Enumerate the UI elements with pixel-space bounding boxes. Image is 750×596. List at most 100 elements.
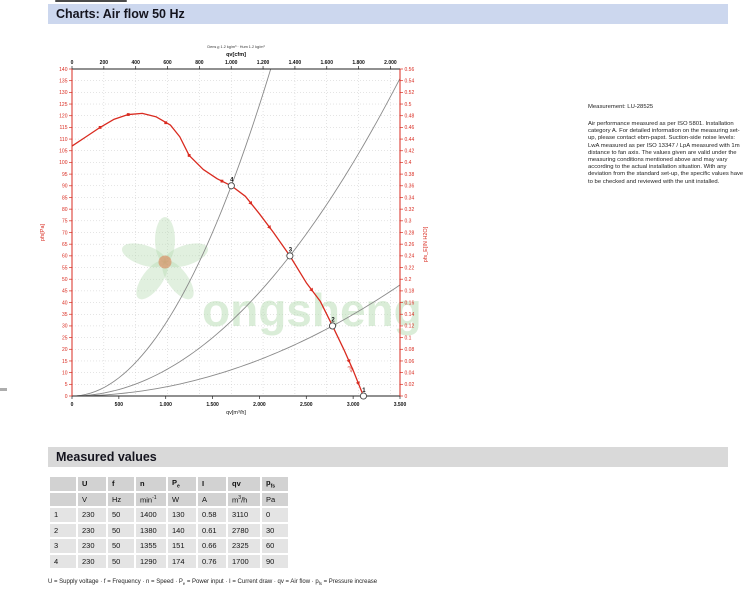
right-tick-label: 0 <box>405 394 408 400</box>
right-tick-label: 0.5 <box>405 102 412 108</box>
flow-direction-arrow <box>346 358 351 364</box>
right-tick-label: 0.22 <box>405 265 415 271</box>
right-tick-label: 0.12 <box>405 324 415 330</box>
right-tick-label: 0.1 <box>405 335 412 341</box>
table-cell: 230 <box>78 508 106 522</box>
column-header: I <box>198 477 226 491</box>
left-tick-label: 130 <box>59 90 68 96</box>
flow-direction-arrow <box>248 200 253 205</box>
column-header: f <box>108 477 134 491</box>
table-cell: 2 <box>50 523 76 537</box>
bottom-axis-title: qv[m³/h] <box>226 410 246 416</box>
column-header: Pe <box>168 477 196 491</box>
curve-end-label: pfs <box>346 365 354 374</box>
scan-artifact-left <box>0 388 7 391</box>
right-tick-label: 0.3 <box>405 219 412 225</box>
left-axis-title: pfs[Pa] <box>40 223 46 241</box>
left-tick-label: 85 <box>62 195 68 201</box>
right-tick-label: 0.28 <box>405 230 415 236</box>
table-cell: 3110 <box>228 508 260 522</box>
table-cell: 4 <box>50 554 76 568</box>
left-tick-label: 45 <box>62 289 68 295</box>
page-title-bar: Charts: Air flow 50 Hz <box>48 4 728 24</box>
left-tick-label: 50 <box>62 277 68 283</box>
table-cell: 230 <box>78 523 106 537</box>
operating-points: 1 2 3 4 <box>227 178 368 400</box>
measurement-dot <box>98 125 102 129</box>
table-cell: 140 <box>168 523 196 537</box>
unit-header: Hz <box>108 492 134 506</box>
left-tick-label: 30 <box>62 324 68 330</box>
left-tick-label: 20 <box>62 347 68 353</box>
left-tick-label: 55 <box>62 265 68 271</box>
right-tick-label: 0.26 <box>405 242 415 248</box>
flow-direction-arrow <box>267 225 271 230</box>
left-tick-label: 120 <box>59 114 68 120</box>
unit-header: m3/h <box>228 492 260 506</box>
table-cell: 1380 <box>136 523 166 537</box>
right-tick-label: 0.34 <box>405 195 415 201</box>
operating-point-circle <box>227 182 235 190</box>
unit-header: min-1 <box>136 492 166 506</box>
operating-point-circle <box>286 252 294 260</box>
right-tick-label: 0.44 <box>405 137 415 143</box>
table-cell: 2325 <box>228 539 260 553</box>
left-tick-label: 105 <box>59 149 68 155</box>
bottom-tick-label: 2.500 <box>300 402 313 408</box>
system-curve <box>71 78 401 397</box>
measurement-dot <box>187 154 191 157</box>
table-cell: 2780 <box>228 523 260 537</box>
left-tick-label: 80 <box>62 207 68 213</box>
right-tick-label: 0.04 <box>405 370 415 376</box>
table-row: 3 230 50 1355 151 0.66 2325 60 <box>50 539 288 553</box>
table-body: 1 230 50 1400 130 0.58 3110 0 2 230 50 1380 140 0.61 2… <box>50 508 288 568</box>
measured-values-title: Measured values <box>56 450 157 464</box>
left-tick-label: 70 <box>62 230 68 236</box>
table-row: 1 230 50 1400 130 0.58 3110 0 <box>50 508 288 522</box>
table-legend: U = Supply voltage · f = Frequency · n =… <box>48 579 378 587</box>
scan-artifact-top <box>55 0 127 2</box>
left-tick-label: 10 <box>62 370 68 376</box>
operating-point-label: 1 <box>362 388 366 394</box>
measurement-id: Measurement: LU-28525 <box>588 104 654 110</box>
right-tick-label: 0.2 <box>405 277 412 283</box>
table-cell: 1400 <box>136 508 166 522</box>
bottom-tick-label: 3.500 <box>394 402 407 408</box>
page-title: Charts: Air flow 50 Hz <box>56 7 185 21</box>
table-cell: 1355 <box>136 539 166 553</box>
flow-direction-arrow <box>309 287 314 292</box>
top-tick-label: 800 <box>195 60 204 66</box>
left-tick-label: 60 <box>62 254 68 260</box>
measured-values-bar: Measured values <box>48 447 728 467</box>
right-tick-label: 0.32 <box>405 207 415 213</box>
watermark: ongsheng <box>121 217 422 336</box>
left-tick-label: 25 <box>62 335 68 341</box>
unit-header: A <box>198 492 226 506</box>
table-cell: 60 <box>262 539 288 553</box>
bottom-tick-label: 1.000 <box>159 402 172 408</box>
unit-header: W <box>168 492 196 506</box>
operating-point-circle <box>359 392 368 400</box>
column-header: U <box>78 477 106 491</box>
table-cell: 0.61 <box>198 523 226 537</box>
table-cell: 0.58 <box>198 508 226 522</box>
right-tick-label: 0.02 <box>405 382 415 388</box>
right-tick-label: 0.52 <box>405 90 415 96</box>
table-cell: 1 <box>50 508 76 522</box>
bottom-tick-label: 500 <box>115 402 124 408</box>
top-tick-label: 400 <box>132 60 141 66</box>
measurement-dot <box>164 121 168 125</box>
unit-header: Pa <box>262 492 288 506</box>
watermark-flower-center <box>158 255 172 269</box>
left-tick-label: 110 <box>60 137 68 143</box>
system-curve <box>71 68 272 397</box>
top-tick-label: 1.400 <box>289 60 302 66</box>
measurement-dot <box>220 179 224 183</box>
system-curve <box>71 284 401 397</box>
flow-direction-arrow <box>355 381 360 386</box>
bottom-tick-label: 1.500 <box>206 402 219 408</box>
top-tick-label: 0 <box>71 60 74 66</box>
right-tick-label: 0.48 <box>405 114 415 120</box>
